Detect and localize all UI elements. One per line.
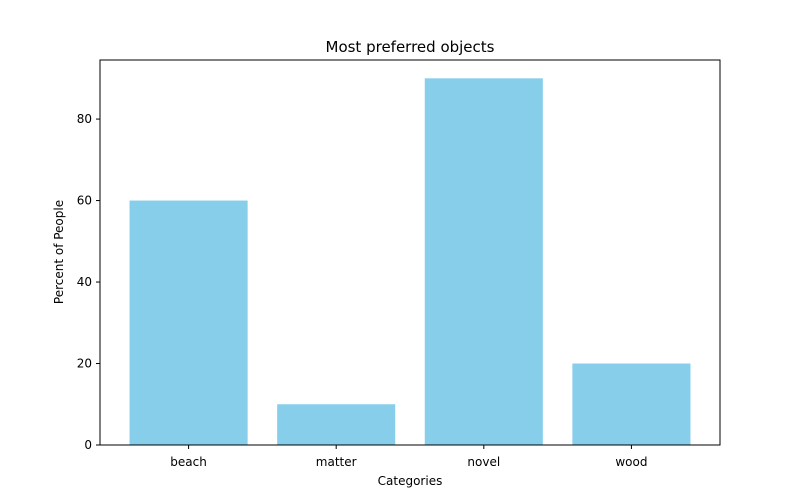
- y-axis-ticks: 0 20 40 60 80: [77, 112, 100, 452]
- chart-title: Most preferred objects: [326, 38, 495, 56]
- x-tick-label: novel: [467, 455, 500, 469]
- y-tick-label: 80: [77, 112, 92, 126]
- plot-frame: [99, 59, 721, 446]
- x-tick-label: wood: [615, 455, 647, 469]
- y-axis-label: Percent of People: [52, 200, 66, 304]
- y-tick-label: 20: [77, 357, 92, 371]
- x-axis-ticks: beach matter novel wood: [170, 445, 647, 469]
- y-tick-label: 0: [84, 438, 92, 452]
- bar-beach: [129, 200, 248, 445]
- y-tick-label: 60: [77, 194, 92, 208]
- bars-group: [129, 78, 691, 445]
- x-axis-label: Categories: [378, 474, 443, 488]
- bar-matter: [277, 404, 396, 445]
- bar-novel: [424, 78, 543, 445]
- y-tick-label: 40: [77, 275, 92, 289]
- bar-wood: [572, 363, 691, 445]
- x-tick-label: matter: [316, 455, 357, 469]
- x-tick-label: beach: [170, 455, 207, 469]
